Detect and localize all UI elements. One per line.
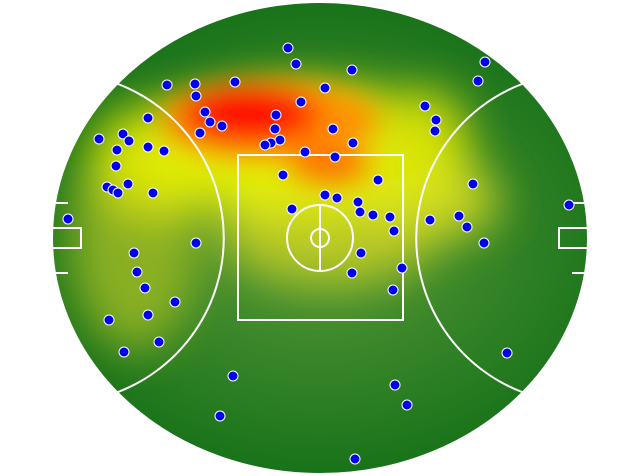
point xyxy=(128,247,140,259)
point xyxy=(430,114,442,126)
point xyxy=(122,178,134,190)
point xyxy=(501,347,513,359)
point xyxy=(110,160,122,172)
point xyxy=(563,199,575,211)
point xyxy=(269,123,281,135)
point xyxy=(131,266,143,278)
point xyxy=(479,56,491,68)
point xyxy=(270,109,282,121)
point xyxy=(112,187,124,199)
point xyxy=(429,125,441,137)
point xyxy=(111,144,123,156)
point xyxy=(419,100,431,112)
point xyxy=(346,267,358,279)
point xyxy=(123,135,135,147)
point xyxy=(354,206,366,218)
point xyxy=(229,76,241,88)
point xyxy=(227,370,239,382)
point xyxy=(349,453,361,465)
point xyxy=(142,309,154,321)
point xyxy=(384,211,396,223)
point xyxy=(299,146,311,158)
point xyxy=(169,296,181,308)
point xyxy=(161,79,173,91)
point xyxy=(472,75,484,87)
field-lines xyxy=(51,1,589,475)
point xyxy=(295,96,307,108)
point xyxy=(214,410,226,422)
point xyxy=(396,262,408,274)
point xyxy=(331,192,343,204)
point xyxy=(290,58,302,70)
point xyxy=(158,145,170,157)
point xyxy=(282,42,294,54)
point xyxy=(194,127,206,139)
point xyxy=(189,78,201,90)
point xyxy=(401,399,413,411)
point xyxy=(93,133,105,145)
point xyxy=(467,178,479,190)
point xyxy=(139,282,151,294)
point xyxy=(103,314,115,326)
point xyxy=(461,221,473,233)
point xyxy=(204,116,216,128)
point xyxy=(142,112,154,124)
point xyxy=(62,213,74,225)
point xyxy=(319,189,331,201)
point xyxy=(424,214,436,226)
point xyxy=(478,237,490,249)
point xyxy=(387,284,399,296)
point xyxy=(190,90,202,102)
point xyxy=(389,379,401,391)
point xyxy=(274,134,286,146)
point xyxy=(117,128,129,140)
point xyxy=(190,237,202,249)
point xyxy=(118,346,130,358)
point xyxy=(286,203,298,215)
point xyxy=(259,139,271,151)
point xyxy=(352,196,364,208)
point xyxy=(329,151,341,163)
point xyxy=(216,120,228,132)
point xyxy=(453,210,465,222)
point xyxy=(346,64,358,76)
point xyxy=(327,123,339,135)
point xyxy=(367,209,379,221)
point xyxy=(142,141,154,153)
point xyxy=(319,82,331,94)
points xyxy=(62,42,575,465)
point xyxy=(372,174,384,186)
point xyxy=(355,247,367,259)
point xyxy=(199,106,211,118)
point xyxy=(388,225,400,237)
point xyxy=(347,137,359,149)
point xyxy=(153,336,165,348)
point xyxy=(277,169,289,181)
point xyxy=(147,187,159,199)
